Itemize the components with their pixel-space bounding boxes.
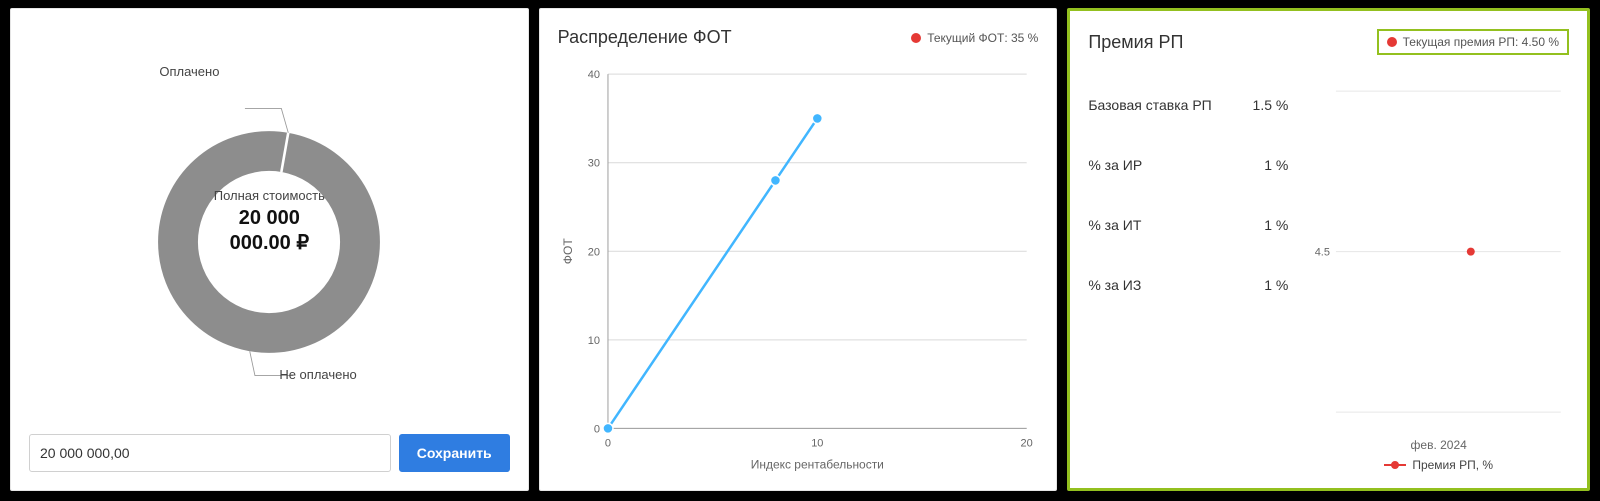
donut-label-unpaid: Не оплачено: [279, 367, 356, 382]
bonus-row: Базовая ставка РП 1.5 %: [1088, 97, 1288, 113]
bonus-rows: Базовая ставка РП 1.5 % % за ИР 1 % % за ИТ 1…: [1088, 61, 1288, 472]
svg-text:4.5: 4.5: [1315, 247, 1330, 259]
bonus-legend: Текущая премия РП: 4.50 %: [1377, 29, 1569, 55]
line-marker-icon: [1384, 464, 1406, 466]
fot-card: Распределение ФОТ Текущий ФОТ: 35 % 0 10 2…: [539, 8, 1058, 491]
bonus-row-value: 1 %: [1264, 217, 1288, 233]
bonus-row: % за ИР 1 %: [1088, 157, 1288, 173]
circle-icon: [1387, 37, 1397, 47]
svg-text:10: 10: [811, 437, 823, 449]
cost-card: Полная стоимость 20 000 000.00 ₽ Оплачен…: [10, 8, 529, 491]
donut-area: Полная стоимость 20 000 000.00 ₽ Оплачен…: [29, 27, 510, 416]
svg-text:0: 0: [605, 437, 611, 449]
fot-title: Распределение ФОТ: [558, 27, 732, 48]
bonus-legend-text: Текущая премия РП: 4.50 %: [1403, 35, 1559, 49]
save-button[interactable]: Сохранить: [399, 434, 510, 472]
bonus-row: % за ИТ 1 %: [1088, 217, 1288, 233]
fot-chart: 0 10 20 30 40 0 10 20 Индекс рентабельности ФОТ: [558, 54, 1039, 475]
bonus-chart: 4.5: [1308, 61, 1569, 472]
svg-text:40: 40: [587, 69, 599, 81]
donut-label-paid: Оплачено: [159, 64, 219, 79]
svg-text:10: 10: [587, 335, 599, 347]
bonus-mini-legend: Премия РП, %: [1384, 458, 1493, 472]
bonus-row-label: Базовая ставка РП: [1088, 97, 1211, 113]
fot-legend: Текущий ФОТ: 35 %: [911, 31, 1038, 45]
bonus-row-value: 1 %: [1264, 277, 1288, 293]
donut-center-label: Полная стоимость: [214, 188, 325, 203]
bonus-row-label: % за ИТ: [1088, 217, 1141, 233]
svg-text:0: 0: [594, 423, 600, 435]
bonus-row-value: 1 %: [1264, 157, 1288, 173]
bonus-row-label: % за ИЗ: [1088, 277, 1141, 293]
bonus-card: Премия РП Текущая премия РП: 4.50 % Базо…: [1067, 8, 1590, 491]
svg-text:30: 30: [587, 158, 599, 170]
svg-text:20: 20: [1020, 437, 1032, 449]
donut-center-value-1: 20 000: [239, 207, 300, 230]
bonus-row: % за ИЗ 1 %: [1088, 277, 1288, 293]
cost-input[interactable]: [29, 434, 391, 472]
bonus-xlabel: фев. 2024: [1411, 438, 1467, 452]
bonus-mini-legend-text: Премия РП, %: [1412, 458, 1493, 472]
bonus-row-label: % за ИР: [1088, 157, 1142, 173]
fot-legend-text: Текущий ФОТ: 35 %: [927, 31, 1038, 45]
bonus-title: Премия РП: [1088, 32, 1183, 53]
svg-text:20: 20: [587, 246, 599, 258]
bonus-row-value: 1.5 %: [1253, 97, 1289, 113]
svg-text:Индекс рентабельности: Индекс рентабельности: [750, 458, 883, 472]
svg-text:ФОТ: ФОТ: [561, 238, 575, 265]
circle-icon: [911, 33, 921, 43]
donut-center-value-2: 000.00 ₽: [230, 230, 309, 255]
